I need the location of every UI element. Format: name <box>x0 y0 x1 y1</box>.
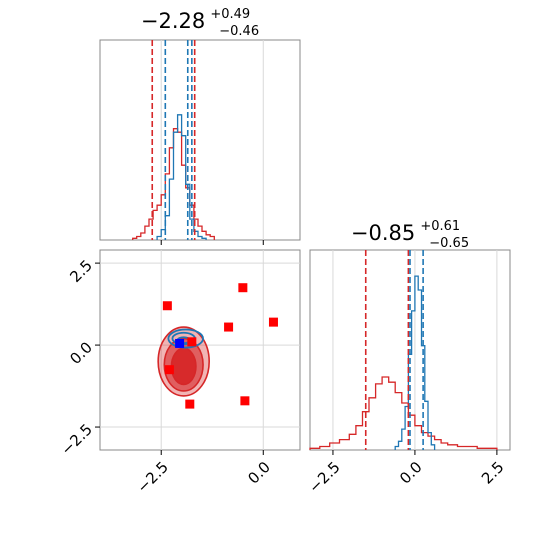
sample-point-red <box>238 283 248 293</box>
contour-blue <box>167 328 204 349</box>
panel-title-param1: −2.28 +0.49 −0.46 <box>141 3 259 39</box>
histogram-blue <box>156 114 207 240</box>
sample-point-red <box>185 399 195 409</box>
histogram-red <box>309 376 498 450</box>
grid <box>100 250 300 450</box>
y-ticks: −2.5 0.0 2.5 <box>58 256 100 459</box>
x-ticks <box>160 240 264 245</box>
tick-label: 2.5 <box>478 458 508 488</box>
histograms <box>309 275 498 450</box>
panel-title-param2: −0.85 +0.61 −0.65 <box>351 215 469 251</box>
sample-point-red <box>164 365 174 375</box>
quantile-lines <box>364 250 424 450</box>
sample-point-blue <box>175 338 185 348</box>
x-ticks: −2.5 0.0 <box>133 450 274 497</box>
tick-label: 0.0 <box>244 458 274 488</box>
sample-point-red <box>187 337 197 347</box>
tick-label: 0.0 <box>66 338 96 368</box>
contours <box>157 326 210 397</box>
tick-label: −2.5 <box>133 458 171 496</box>
grid <box>160 40 264 240</box>
x-ticks: −2.5 0.0 2.5 <box>305 450 508 497</box>
sample-point-red <box>162 301 172 311</box>
panel-hist-param2: −2.5 0.0 2.5 −0.85 +0.61 −0.65 <box>305 215 511 497</box>
tick-label: 0.0 <box>396 458 426 488</box>
quantile-lines <box>151 40 196 240</box>
sample-point-red <box>224 322 234 332</box>
tick-label: −2.5 <box>58 420 96 458</box>
panel-frame <box>99 39 301 241</box>
sample-point-red <box>240 396 250 406</box>
histogram-blue <box>394 275 436 450</box>
sample-point-red <box>268 317 278 327</box>
panel-hist-param1: −2.28 +0.49 −0.46 <box>99 3 301 245</box>
tick-label: −2.5 <box>305 458 343 496</box>
tick-label: 2.5 <box>66 256 96 286</box>
histograms <box>132 114 215 240</box>
contour-red <box>170 347 197 386</box>
